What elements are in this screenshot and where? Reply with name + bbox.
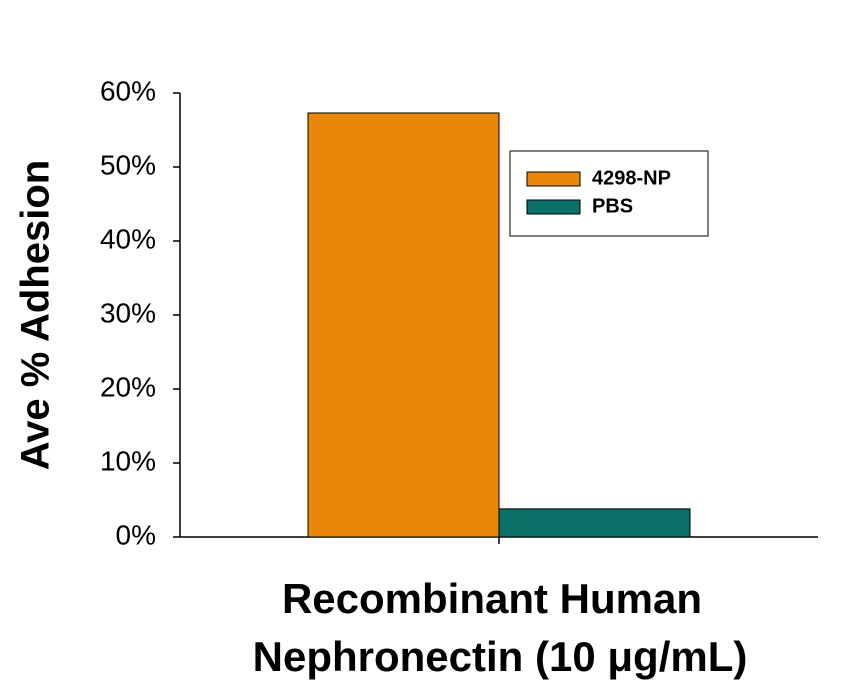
y-tick-label: 0% [116, 519, 156, 550]
y-tick-label: 30% [100, 297, 156, 328]
y-tick-label: 40% [100, 223, 156, 254]
legend-swatch [526, 171, 581, 187]
legend-swatch [526, 199, 581, 215]
bar [307, 112, 500, 538]
legend-label: PBS [592, 195, 633, 217]
bar [498, 508, 691, 538]
y-tick-label: 50% [100, 149, 156, 180]
x-axis-title: Nephronectin (10 μg/mL) [253, 633, 748, 680]
y-axis-title: Ave % Adhesion [14, 160, 58, 470]
y-tick-label: 10% [100, 445, 156, 476]
y-tick-label: 60% [100, 75, 156, 106]
legend-box [509, 150, 709, 237]
y-tick-label: 20% [100, 371, 156, 402]
legend-label: 4298-NP [592, 167, 671, 189]
x-axis-title: Recombinant Human [282, 575, 702, 622]
